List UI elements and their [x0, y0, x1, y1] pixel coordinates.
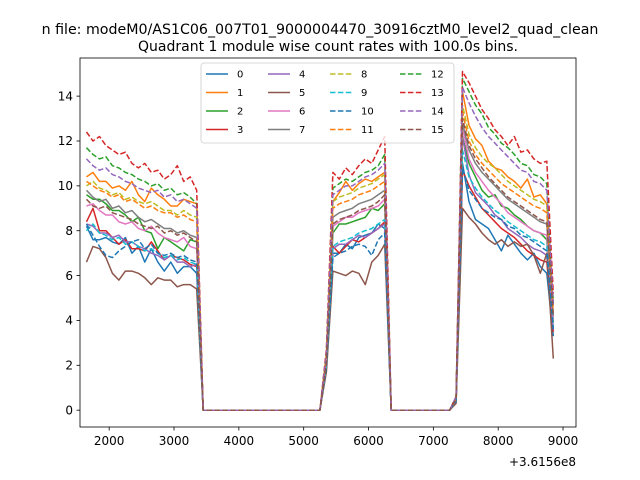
plot-area: 2000 3000 4000 5000 6000 7000 8000 9000 0246810…: [58, 57, 578, 469]
y-tick-label: 10: [58, 179, 73, 193]
x-tick-label: 6000: [353, 434, 384, 448]
y-tick-label: 4: [65, 314, 73, 328]
x-tick-label: 2000: [94, 434, 125, 448]
legend-label-13: 13: [431, 88, 444, 99]
legend-label-2: 2: [237, 107, 243, 118]
legend-box: [200, 62, 455, 144]
x-offset-label: +3.6156e8: [509, 455, 576, 469]
y-tick-label: 8: [65, 224, 73, 238]
legend-label-5: 5: [299, 88, 305, 99]
legend-label-9: 9: [361, 88, 367, 99]
legend-label-12: 12: [431, 70, 444, 81]
x-axis: 2000 3000 4000 5000 6000 7000 8000 9000: [94, 427, 578, 448]
legend-label-14: 14: [431, 107, 444, 118]
x-tick-label: 4000: [224, 434, 255, 448]
legend-label-3: 3: [237, 125, 243, 136]
legend-label-6: 6: [299, 107, 305, 118]
y-tick-label: 6: [65, 269, 73, 283]
x-tick-label: 8000: [483, 434, 514, 448]
series-lines: [85, 70, 555, 411]
chart-title: Quadrant 1 module wise count rates with …: [138, 39, 518, 55]
legend-label-0: 0: [237, 70, 243, 81]
y-tick-label: 12: [58, 134, 73, 148]
file-header-text: n file: modeM0/AS1C06_007T01_9000004470_…: [42, 22, 599, 38]
series-line-15: [85, 117, 555, 411]
y-tick-label: 2: [65, 359, 73, 373]
y-tick-label: 14: [58, 89, 73, 103]
y-axis: 0 2 4 6 8 10 12 14: [58, 89, 80, 417]
legend-label-7: 7: [299, 125, 305, 136]
x-tick-label: 3000: [159, 434, 190, 448]
x-tick-label: 9000: [548, 434, 579, 448]
x-tick-label: 5000: [288, 434, 319, 448]
legend-label-11: 11: [361, 125, 374, 136]
x-tick-label: 7000: [418, 434, 449, 448]
axes-frame: [79, 57, 577, 428]
legend-label-15: 15: [431, 125, 444, 136]
legend-label-8: 8: [361, 70, 367, 81]
legend-label-4: 4: [299, 70, 305, 81]
series-line-11: [86, 111, 555, 411]
legend-label-10: 10: [361, 107, 374, 118]
y-tick-label: 0: [65, 403, 73, 417]
legend-label-1: 1: [237, 88, 243, 99]
